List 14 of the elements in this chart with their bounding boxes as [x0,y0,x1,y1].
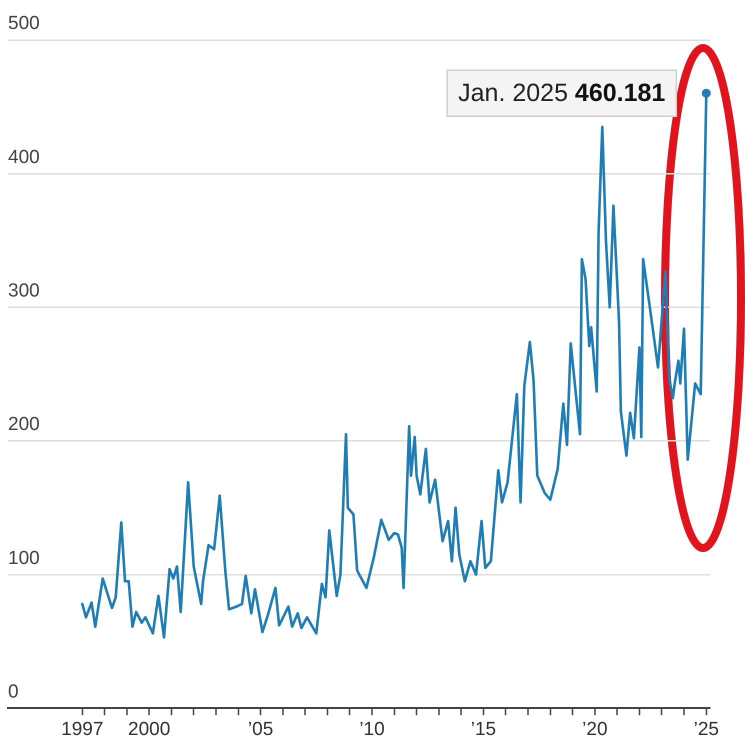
x-tick-label: ’10 [359,718,385,740]
y-tick-label: 200 [8,414,40,436]
x-tick-label: 1997 [61,718,104,740]
x-tick-label: ’15 [470,718,496,740]
annotation: Jan. 2025 460.181 [458,79,666,108]
x-tick-label: ’25 [694,718,719,740]
y-tick-label: 500 [8,13,40,34]
y-tick-label: 100 [8,548,40,569]
y-tick-label: 400 [8,146,40,168]
y-tick-label: 300 [8,280,40,302]
y-tick-label: 0 [8,681,19,702]
x-tick-label: ’05 [248,718,274,740]
x-tick-label: 2000 [128,718,170,740]
x-tick-label: ’20 [582,718,608,740]
